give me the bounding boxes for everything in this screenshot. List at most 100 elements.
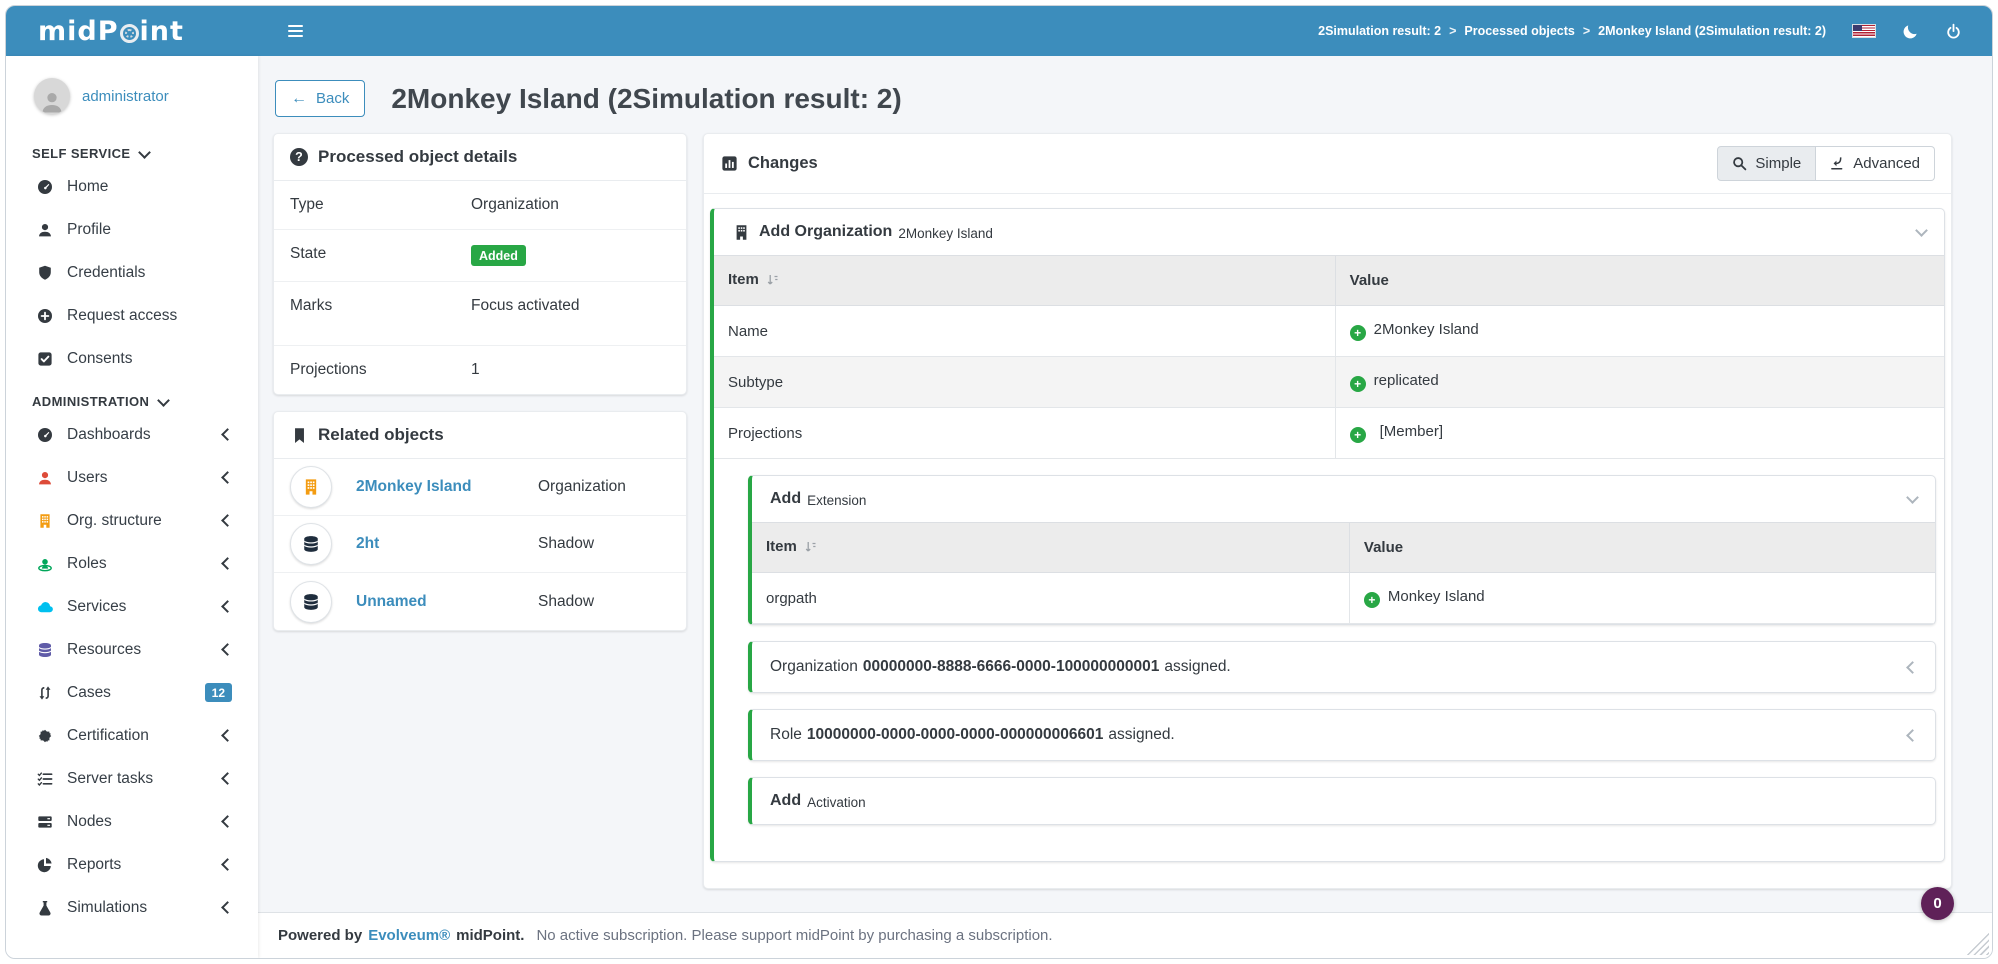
shadow-object-icon [290, 580, 332, 623]
changes-card-header: Changes Simple Advanced [704, 134, 1951, 194]
sidebar-item-label: Roles [67, 554, 107, 572]
detail-row-state: State Added [274, 230, 686, 282]
sidebar-item-label: Users [67, 468, 108, 486]
sidebar-item-server-tasks[interactable]: Server tasks [6, 757, 258, 800]
delta-action: Add [770, 490, 802, 507]
value-cell: 2Monkey Island [1373, 321, 1479, 338]
shield-icon [36, 264, 54, 281]
sidebar-item-services[interactable]: Services [6, 585, 258, 628]
hamburger-menu-icon[interactable] [288, 25, 303, 37]
top-navbar: midP int 2Simulation result: 2 > Processe… [6, 6, 1992, 56]
value-column-header: Value [1335, 255, 1944, 306]
related-object-row: Unnamed Shadow [274, 573, 686, 630]
sidebar-item-credentials[interactable]: Credentials [6, 251, 258, 294]
sidebar-item-label: Request access [67, 306, 178, 324]
chevron-left-icon[interactable] [1906, 660, 1919, 674]
breadcrumb-item[interactable]: 2Simulation result: 2 [1318, 24, 1442, 38]
sidebar-item-profile[interactable]: Profile [6, 208, 258, 251]
sidebar-section-self-service[interactable]: SELF SERVICE [6, 132, 258, 165]
sidebar-item-label: Services [67, 597, 127, 615]
arrows-icon [36, 684, 54, 701]
value-cell: [Member] [1379, 423, 1443, 440]
user-name-link[interactable]: administrator [82, 87, 169, 105]
sort-icon [805, 540, 817, 557]
sidebar-item-label: Simulations [67, 898, 148, 916]
sidebar-item-certification[interactable]: Certification [6, 714, 258, 757]
back-button[interactable]: ← Back [275, 80, 366, 117]
assignment-role-row: Role 10000000-0000-0000-0000-00000000660… [748, 709, 1936, 761]
delta-add-organization-header[interactable]: Add Organization 2Monkey Island [714, 209, 1944, 255]
page-header: ← Back 2Monkey Island (2Simulation resul… [275, 80, 1952, 117]
chevron-down-icon [138, 145, 152, 159]
brand-logo[interactable]: midP int [6, 16, 258, 47]
sidebar-item-home[interactable]: Home [6, 165, 258, 208]
logout-power-icon[interactable] [1945, 23, 1962, 40]
sidebar-item-users[interactable]: Users [6, 456, 258, 499]
gauge-icon [36, 178, 54, 195]
sidebar-item-dashboards[interactable]: Dashboards [6, 413, 258, 456]
chevron-down-icon[interactable] [1906, 491, 1919, 504]
sidebar-item-simulations[interactable]: Simulations [6, 886, 258, 929]
delta-action: Add [770, 792, 802, 809]
assignment-oid: 10000000-0000-0000-0000-000000006601 [806, 726, 1104, 743]
related-object-link[interactable]: Unnamed [356, 592, 427, 610]
sidebar-item-label: Server tasks [67, 769, 154, 787]
chevron-down-icon[interactable] [1915, 224, 1928, 237]
chevron-left-icon [221, 471, 234, 484]
item-cell: Projections [714, 407, 1336, 459]
breadcrumb-item-current: 2Monkey Island (2Simulation result: 2) [1598, 24, 1826, 38]
breadcrumb-item[interactable]: Processed objects [1464, 24, 1575, 38]
gauge-icon [36, 426, 54, 443]
sidebar-item-consents[interactable]: Consents [6, 337, 258, 380]
chevron-left-icon [221, 729, 234, 742]
delta-add-activation-header[interactable]: Add Activation [752, 778, 1935, 824]
seal-icon [36, 727, 54, 744]
notification-count-badge[interactable]: 0 [1921, 887, 1954, 920]
sidebar-item-label: Reports [67, 855, 122, 873]
item-column-header[interactable]: Item [752, 522, 1350, 573]
sidebar-item-roles[interactable]: Roles [6, 542, 258, 585]
sidebar-item-label: Cases [67, 683, 111, 701]
related-object-type: Shadow [538, 592, 595, 610]
item-cell: Subtype [714, 356, 1336, 408]
advanced-view-button[interactable]: Advanced [1816, 146, 1935, 181]
dark-mode-moon-icon[interactable] [1902, 23, 1919, 40]
bookmark-icon [290, 426, 308, 444]
assignment-oid: 00000000-8888-6666-0000-100000000001 [862, 658, 1160, 675]
sidebar-item-label: Dashboards [67, 425, 151, 443]
shadow-object-icon [290, 523, 332, 565]
sidebar-item-request-access[interactable]: Request access [6, 294, 258, 337]
table-row: orgpath Monkey Island [752, 572, 1935, 624]
chevron-left-icon [221, 557, 234, 570]
assignment-organization-row: Organization 00000000-8888-6666-0000-100… [748, 641, 1936, 693]
sidebar-section-administration[interactable]: ADMINISTRATION [6, 380, 258, 413]
delta-add-extension-header[interactable]: Add Extension [752, 476, 1935, 522]
sidebar-item-nodes[interactable]: Nodes [6, 800, 258, 843]
table-row: Projections [Member] [714, 407, 1944, 459]
search-icon [1733, 157, 1747, 171]
locale-flag-icon[interactable] [1852, 24, 1876, 38]
footer: Powered by Evolveum® midPoint. No active… [258, 912, 1992, 958]
sidebar-item-org-structure[interactable]: Org. structure [6, 499, 258, 542]
added-value-icon [1363, 592, 1380, 608]
delta-add-activation: Add Activation [748, 777, 1936, 825]
related-card-title: Related objects [318, 425, 444, 444]
sidebar-item-resources[interactable]: Resources [6, 628, 258, 671]
cases-count-badge: 12 [204, 683, 232, 702]
detail-value: Organization [471, 196, 559, 213]
delta-target: Extension [807, 492, 867, 508]
sidebar-item-label: Resources [67, 640, 142, 658]
changes-card: Changes Simple Advanced [703, 133, 1952, 889]
related-object-link[interactable]: 2Monkey Island [356, 478, 472, 495]
footer-vendor-link[interactable]: Evolveum® [368, 927, 451, 944]
related-object-link[interactable]: 2ht [356, 535, 380, 552]
sidebar-item-cases[interactable]: Cases 12 [6, 671, 258, 714]
arrow-left-icon: ← [291, 89, 307, 107]
simple-view-button[interactable]: Simple [1717, 146, 1817, 181]
added-value-icon [1349, 427, 1366, 443]
org-object-icon [290, 466, 332, 508]
sidebar-item-reports[interactable]: Reports [6, 843, 258, 886]
item-column-header[interactable]: Item [714, 255, 1336, 306]
chevron-left-icon[interactable] [1906, 728, 1919, 742]
chevron-left-icon [221, 600, 234, 613]
